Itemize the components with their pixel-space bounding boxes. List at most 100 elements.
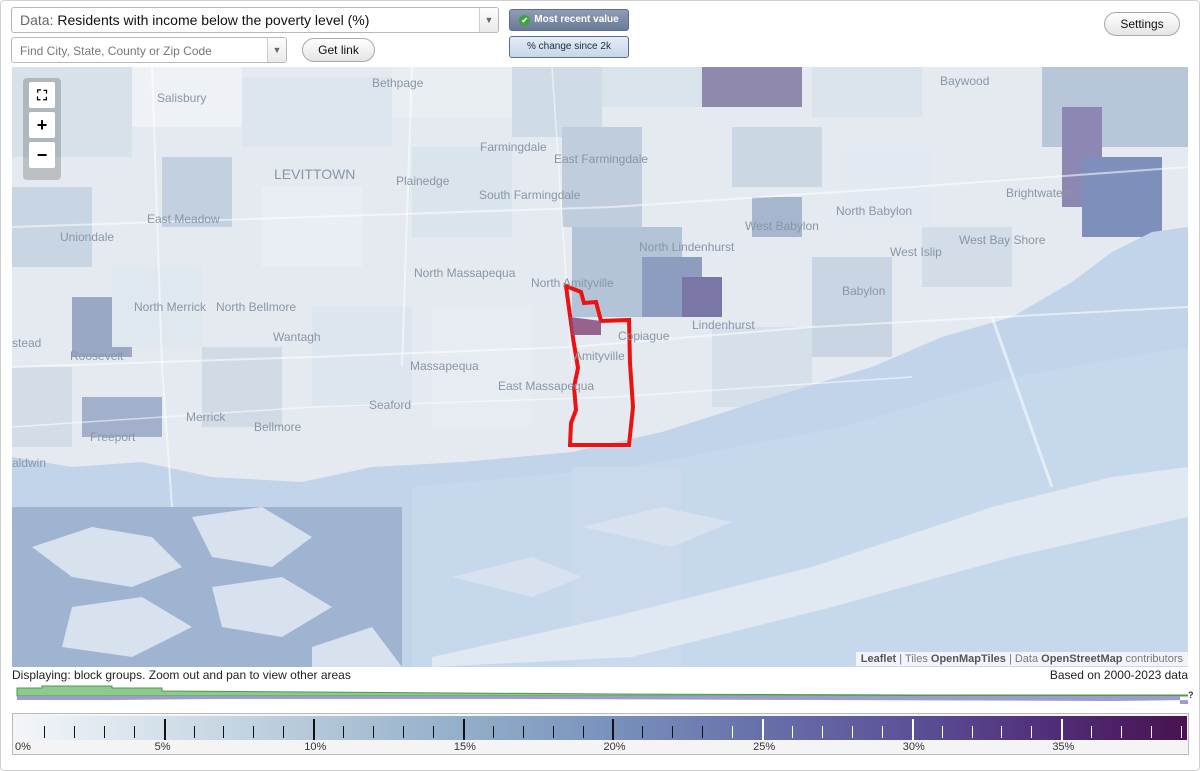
location-search[interactable]: ▼ (11, 37, 287, 63)
data-range-note: Based on 2000-2023 data (1049, 668, 1188, 682)
legend-tick-label: 0% (15, 741, 31, 753)
legend-minor-tick (552, 726, 554, 738)
legend-gradient (14, 716, 1187, 740)
data-select-prefix: Data: (20, 12, 54, 28)
legend-major-tick (462, 719, 465, 740)
legend-major-tick (1061, 719, 1064, 740)
fullscreen-icon[interactable]: ⛶ (29, 82, 55, 108)
data-prefix: | Data (1008, 653, 1039, 665)
place-label: Bethpage (372, 76, 424, 90)
legend-major-tick (313, 719, 316, 740)
get-link-button[interactable]: Get link (302, 38, 375, 62)
legend-minor-tick (941, 726, 943, 738)
legend-major-tick (911, 719, 914, 740)
legend-minor-tick (1181, 726, 1182, 738)
place-label: Brightwaters (1006, 186, 1073, 200)
barrier-island (432, 467, 1188, 667)
choropleth-map[interactable]: Bethpage Baywood Salisbury Farmingdale East … (12, 67, 1188, 667)
legend-minor-tick (492, 726, 494, 738)
legend-major-tick (762, 719, 765, 740)
selected-region-fill (570, 317, 601, 335)
legend-tick-label: 10% (304, 741, 327, 753)
place-label: Merrick (186, 410, 226, 424)
legend-minor-tick (343, 726, 345, 738)
map-attribution: Leaflet | Tiles OpenMapTiles | Data Open… (855, 652, 1188, 666)
legend-minor-tick (672, 726, 674, 738)
place-label: Freeport (90, 430, 136, 444)
legend-minor-tick (432, 726, 434, 738)
zoom-out-button[interactable]: − (29, 142, 55, 168)
settings-button[interactable]: Settings (1104, 12, 1180, 36)
chevron-down-icon[interactable]: ▼ (479, 8, 498, 32)
place-label: East Meadow (147, 212, 220, 226)
location-search-input[interactable] (18, 39, 267, 63)
place-label: Roosevelt (70, 349, 124, 363)
marsh-islands (32, 507, 732, 667)
leaflet-link[interactable]: Leaflet (860, 653, 897, 665)
place-label: East Farmingdale (554, 152, 648, 166)
legend-major-tick (163, 719, 166, 740)
legend-minor-tick (792, 726, 793, 738)
legend-tick-label: 25% (753, 741, 776, 753)
legend-minor-tick (1001, 726, 1003, 738)
data-layer-select[interactable]: Data: Residents with income below the po… (11, 7, 499, 33)
value-histogram (16, 685, 1188, 704)
place-label: Wantagh (273, 330, 321, 344)
histogram-current (16, 685, 1188, 697)
place-label: North Bellmore (216, 300, 296, 314)
selected-region-outline[interactable] (563, 282, 636, 447)
legend-tick-label: 15% (453, 741, 476, 753)
most-recent-label: Most recent value (534, 14, 619, 25)
tiles-prefix: | Tiles (899, 653, 928, 665)
legend-minor-tick (43, 726, 45, 738)
place-label: East Massapequa (498, 379, 594, 393)
legend-minor-tick (373, 726, 375, 738)
legend-minor-tick (193, 726, 195, 738)
legend-tick-label: 35% (1052, 741, 1075, 753)
legend-minor-tick (1121, 726, 1123, 738)
openmaptiles-link[interactable]: OpenMapTiles (930, 653, 1006, 665)
color-legend: 0% 5% 10% 15% 20% 25% 30% 35% (12, 713, 1189, 755)
legend-minor-tick (821, 726, 823, 738)
place-label: West Bay Shore (959, 233, 1046, 247)
checkmark-icon: ✔ (519, 15, 531, 26)
place-label: Amityville (574, 349, 625, 363)
place-label: Copiague (618, 329, 670, 343)
zoom-control: ⛶ + − (23, 78, 61, 180)
legend-minor-tick (851, 726, 853, 738)
legend-minor-tick (702, 726, 704, 738)
displaying-note: Displaying: block groups. Zoom out and p… (12, 668, 351, 682)
place-label: South Farmingdale (479, 188, 581, 202)
zoom-in-button[interactable]: + (29, 112, 55, 138)
place-label: West Islip (890, 245, 942, 259)
legend-minor-tick (582, 726, 584, 738)
legend-minor-tick (133, 726, 135, 738)
place-label: Babylon (842, 284, 885, 298)
place-label: North Merrick (134, 300, 207, 314)
legend-major-tick (612, 719, 615, 740)
legend-tick-label: 20% (603, 741, 626, 753)
place-label: stead (12, 336, 41, 350)
most-recent-value-toggle[interactable]: ✔ Most recent value (509, 9, 629, 31)
legend-minor-tick (642, 726, 644, 738)
legend-minor-tick (881, 726, 883, 738)
place-label: Salisbury (157, 91, 206, 105)
place-label: Lindenhurst (692, 318, 755, 332)
legend-minor-tick (1151, 726, 1153, 738)
percent-change-toggle[interactable]: % change since 2k (509, 36, 629, 58)
legend-tick-label: 30% (902, 741, 925, 753)
place-label: North Lindenhurst (639, 240, 735, 254)
map-canvas[interactable]: Bethpage Baywood Salisbury Farmingdale East … (12, 67, 1188, 667)
place-label: Baywood (940, 74, 989, 88)
legend-minor-tick (223, 726, 225, 738)
legend-minor-tick (971, 726, 973, 738)
openstreetmap-link[interactable]: OpenStreetMap (1041, 653, 1123, 665)
unknown-marker: ? (1188, 690, 1194, 700)
data-select-value: Residents with income below the poverty … (57, 12, 370, 28)
place-label: Farmingdale (480, 140, 547, 154)
place-label: North Massapequa (414, 266, 516, 280)
legend-minor-tick (522, 726, 524, 738)
place-label: aldwin (12, 456, 46, 470)
place-label: Bellmore (254, 420, 302, 434)
chevron-down-icon[interactable]: ▼ (267, 38, 286, 62)
